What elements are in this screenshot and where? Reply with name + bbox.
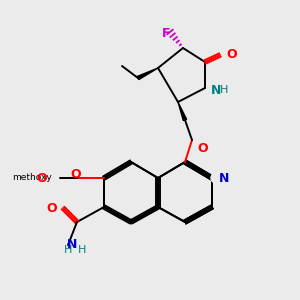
Polygon shape: [137, 68, 158, 80]
Text: N: N: [67, 238, 77, 251]
Text: O: O: [226, 49, 237, 62]
Text: methoxy: methoxy: [12, 173, 52, 182]
Text: N: N: [219, 172, 230, 184]
Text: O: O: [36, 172, 47, 184]
Text: O: O: [197, 142, 208, 155]
Text: H: H: [64, 245, 72, 255]
Text: O: O: [46, 202, 57, 214]
Circle shape: [211, 173, 221, 183]
Text: O: O: [71, 168, 81, 181]
Text: F: F: [162, 27, 170, 40]
Text: H: H: [78, 245, 86, 255]
Text: H: H: [220, 85, 228, 95]
Polygon shape: [178, 102, 187, 121]
Text: N: N: [211, 83, 221, 97]
